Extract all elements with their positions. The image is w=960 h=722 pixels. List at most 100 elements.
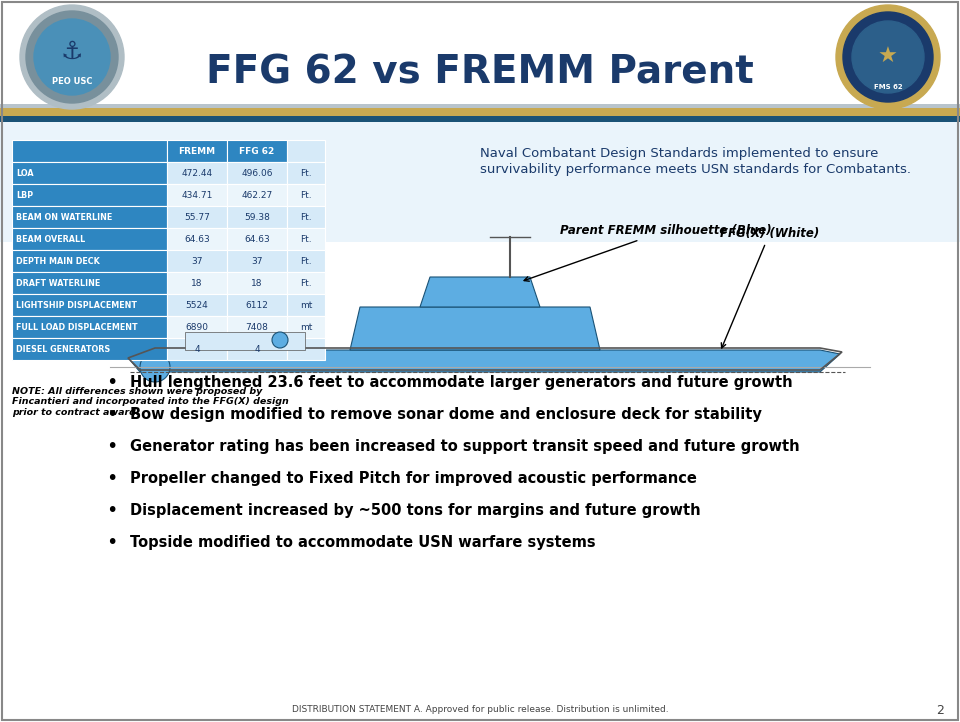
Circle shape	[843, 12, 933, 102]
Bar	[227, 294, 287, 316]
Bar	[167, 162, 227, 184]
Bar	[12, 272, 167, 294]
Text: DEPTH MAIN DECK: DEPTH MAIN DECK	[16, 256, 100, 266]
Bar	[227, 228, 287, 250]
Text: ⚓: ⚓	[60, 40, 84, 64]
Bar	[12, 184, 167, 206]
Text: 55.77: 55.77	[184, 212, 210, 222]
Bar	[227, 316, 287, 338]
Bar	[227, 184, 287, 206]
Text: DIESEL GENERATORS: DIESEL GENERATORS	[16, 344, 110, 354]
Bar	[0, 0, 960, 122]
Text: PEO USC: PEO USC	[52, 77, 92, 87]
Bar	[287, 140, 325, 162]
Bar	[287, 316, 325, 338]
Text: LIGHTSHIP DISPLACEMENT: LIGHTSHIP DISPLACEMENT	[16, 300, 137, 310]
Text: LOA: LOA	[16, 168, 34, 178]
Text: 7408: 7408	[246, 323, 269, 331]
Polygon shape	[420, 277, 540, 307]
Text: Topside modified to accommodate USN warfare systems: Topside modified to accommodate USN warf…	[130, 534, 595, 549]
Text: 18: 18	[191, 279, 203, 287]
Circle shape	[272, 332, 288, 348]
Text: LBP: LBP	[16, 191, 34, 199]
Bar	[287, 184, 325, 206]
Bar	[167, 140, 227, 162]
Text: 59.38: 59.38	[244, 212, 270, 222]
Text: FFG 62: FFG 62	[239, 147, 275, 155]
Text: 64.63: 64.63	[184, 235, 210, 243]
Text: 37: 37	[252, 256, 263, 266]
Text: ★: ★	[878, 47, 898, 67]
Bar	[287, 206, 325, 228]
Circle shape	[140, 352, 170, 382]
Text: Ft.: Ft.	[300, 256, 312, 266]
Text: NOTE: All differences shown were proposed by
Fincantieri and incorporated into t: NOTE: All differences shown were propose…	[12, 387, 289, 417]
Text: Displacement increased by ~500 tons for margins and future growth: Displacement increased by ~500 tons for …	[130, 503, 701, 518]
Bar	[185, 332, 305, 350]
Bar	[287, 162, 325, 184]
Text: •: •	[107, 533, 118, 552]
Text: FFG 62 vs FREMM Parent: FFG 62 vs FREMM Parent	[206, 53, 754, 91]
Text: BEAM ON WATERLINE: BEAM ON WATERLINE	[16, 212, 112, 222]
Bar	[0, 104, 960, 108]
Bar	[12, 228, 167, 250]
Text: FULL LOAD DISPLACEMENT: FULL LOAD DISPLACEMENT	[16, 323, 137, 331]
Bar	[167, 228, 227, 250]
Text: 472.44: 472.44	[181, 168, 212, 178]
Text: Bow design modified to remove sonar dome and enclosure deck for stability: Bow design modified to remove sonar dome…	[130, 406, 762, 422]
Text: 64.63: 64.63	[244, 235, 270, 243]
Bar	[227, 162, 287, 184]
Text: DRAFT WATERLINE: DRAFT WATERLINE	[16, 279, 100, 287]
Text: •: •	[107, 404, 118, 424]
Bar	[0, 122, 960, 242]
Polygon shape	[350, 307, 600, 350]
Text: BEAM OVERALL: BEAM OVERALL	[16, 235, 85, 243]
Text: 496.06: 496.06	[241, 168, 273, 178]
Text: •: •	[107, 469, 118, 487]
Bar	[227, 250, 287, 272]
Text: Ft.: Ft.	[300, 235, 312, 243]
Text: Propeller changed to Fixed Pitch for improved acoustic performance: Propeller changed to Fixed Pitch for imp…	[130, 471, 697, 485]
Text: 37: 37	[191, 256, 203, 266]
Bar	[167, 316, 227, 338]
Text: Naval Combatant Design Standards implemented to ensure: Naval Combatant Design Standards impleme…	[480, 147, 878, 160]
Text: FFG(X) (White): FFG(X) (White)	[720, 227, 819, 348]
Circle shape	[26, 11, 118, 103]
Bar	[167, 250, 227, 272]
Bar	[287, 294, 325, 316]
Bar	[227, 206, 287, 228]
Text: 462.27: 462.27	[241, 191, 273, 199]
Text: FMS 62: FMS 62	[874, 84, 902, 90]
Text: Generator rating has been increased to support transit speed and future growth: Generator rating has been increased to s…	[130, 438, 800, 453]
Bar	[12, 162, 167, 184]
Text: 434.71: 434.71	[181, 191, 213, 199]
Text: mt: mt	[300, 300, 312, 310]
Text: FREMM: FREMM	[179, 147, 216, 155]
Text: Ft.: Ft.	[300, 168, 312, 178]
Text: Ft.: Ft.	[300, 191, 312, 199]
Text: Ft.: Ft.	[300, 279, 312, 287]
Circle shape	[836, 5, 940, 109]
Bar	[167, 338, 227, 360]
Bar	[167, 294, 227, 316]
Text: Parent FREMM silhouette (Blue): Parent FREMM silhouette (Blue)	[524, 224, 772, 281]
Bar	[12, 140, 167, 162]
Circle shape	[852, 21, 924, 93]
Bar	[12, 206, 167, 228]
Text: 6890: 6890	[185, 323, 208, 331]
Circle shape	[20, 5, 124, 109]
Text: 5524: 5524	[185, 300, 208, 310]
Bar	[0, 108, 960, 116]
Bar	[227, 272, 287, 294]
Bar	[167, 206, 227, 228]
Text: Ft.: Ft.	[300, 212, 312, 222]
Text: DISTRIBUTION STATEMENT A. Approved for public release. Distribution is unlimited: DISTRIBUTION STATEMENT A. Approved for p…	[292, 705, 668, 715]
Bar	[12, 250, 167, 272]
Bar	[12, 316, 167, 338]
Bar	[0, 122, 960, 722]
Bar	[227, 140, 287, 162]
Text: 4: 4	[254, 344, 260, 354]
Bar	[167, 272, 227, 294]
Text: •: •	[107, 437, 118, 456]
Text: survivability performance meets USN standards for Combatants.: survivability performance meets USN stan…	[480, 163, 911, 176]
